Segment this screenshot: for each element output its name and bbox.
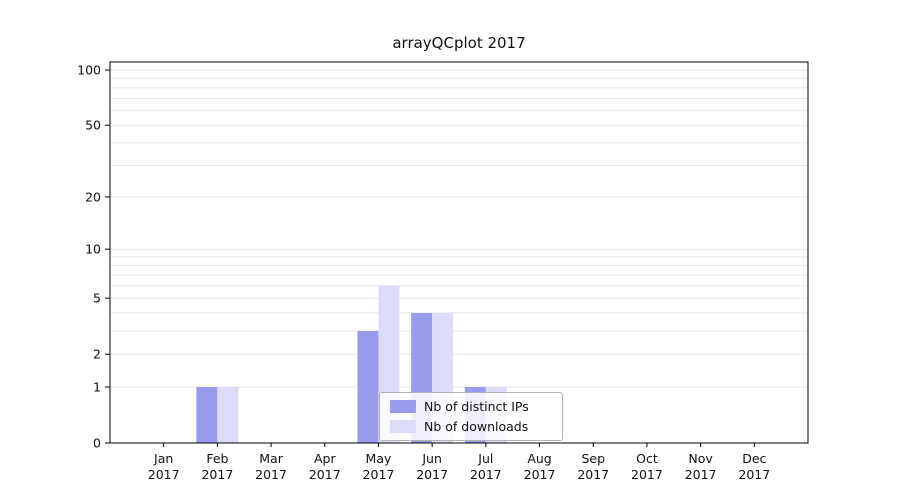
legend-label-distinct-ips: Nb of distinct IPs [424,399,529,414]
y-tick-label: 2 [93,347,101,362]
y-tick-label: 50 [85,118,101,133]
y-tick-label: 20 [85,189,101,204]
legend-swatch-distinct-ips [390,400,416,413]
y-tick-label: 10 [85,242,101,257]
y-tick-label: 100 [77,63,101,78]
legend: Nb of distinct IPs Nb of downloads [379,392,563,441]
x-tick-label: May 2017 [363,451,395,482]
bar [357,330,379,443]
x-tick-label: Sep 2017 [577,451,609,482]
x-tick-label: Mar 2017 [255,451,287,482]
x-tick-label: Aug 2017 [524,451,556,482]
x-tick-label: Feb 2017 [201,451,233,482]
x-axis-labels: Jan 2017 Feb 2017 Mar 2017 Apr 2017 May 2017 Jun 20… [148,443,770,482]
x-tick-label: Jun 2017 [416,451,448,482]
x-tick-label: Oct 2017 [631,451,663,482]
y-axis: 0 1 2 5 10 20 50 100 [77,63,110,451]
bar [196,386,218,443]
y-tick-label: 1 [93,379,101,394]
chart-title: arrayQCplot 2017 [392,34,526,52]
legend-label-downloads: Nb of downloads [424,419,529,434]
x-tick-label: Dec 2017 [738,451,770,482]
legend-item-downloads: Nb of downloads [390,419,552,434]
y-tick-label: 5 [93,291,101,306]
y-tick-label: 0 [93,436,101,451]
x-tick-label: Nov 2017 [685,451,717,482]
gridlines [110,69,808,388]
x-tick-label: Jan 2017 [148,451,180,482]
bar [217,386,239,443]
legend-item-distinct-ips: Nb of distinct IPs [390,399,552,414]
x-tick-label: Apr 2017 [309,451,341,482]
legend-swatch-downloads [390,420,416,433]
plot-border [109,61,809,444]
x-tick-label: Jul 2017 [470,451,502,482]
